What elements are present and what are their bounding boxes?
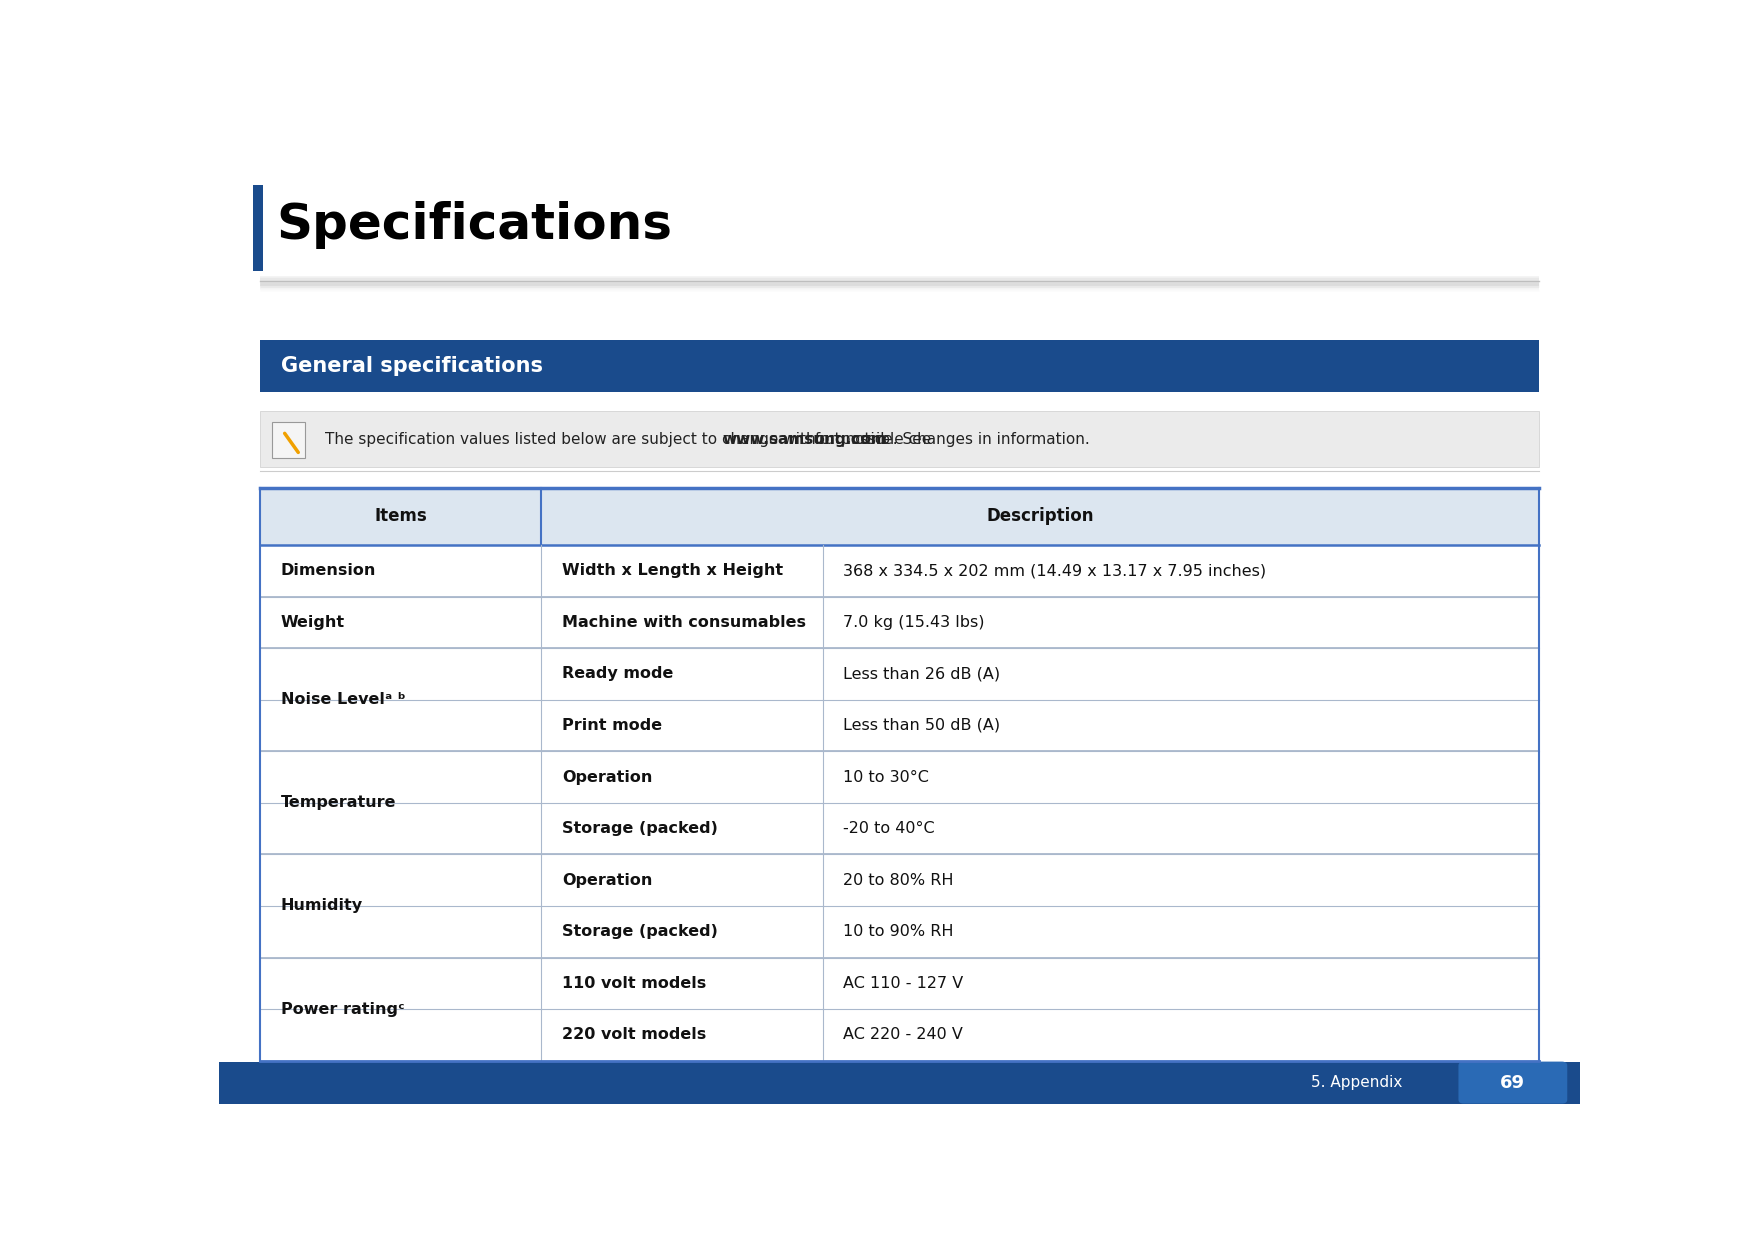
Text: Items: Items	[374, 507, 426, 526]
Text: 110 volt models: 110 volt models	[562, 976, 706, 991]
Text: Weight: Weight	[281, 615, 344, 630]
Text: Power ratingᶜ: Power ratingᶜ	[281, 1002, 404, 1017]
Text: 220 volt models: 220 volt models	[562, 1028, 706, 1043]
Text: Temperature: Temperature	[281, 795, 397, 810]
Text: Print mode: Print mode	[562, 718, 662, 733]
Text: Storage (packed): Storage (packed)	[562, 924, 718, 939]
Text: The specification values listed below are subject to change without notice. See: The specification values listed below ar…	[325, 432, 937, 446]
FancyBboxPatch shape	[260, 340, 1539, 392]
Text: AC 110 - 127 V: AC 110 - 127 V	[842, 976, 963, 991]
Text: 20 to 80% RH: 20 to 80% RH	[842, 873, 953, 888]
FancyBboxPatch shape	[272, 422, 305, 458]
Text: Operation: Operation	[562, 770, 653, 785]
Text: -20 to 40°C: -20 to 40°C	[842, 821, 935, 836]
Text: for possible changes in information.: for possible changes in information.	[809, 432, 1090, 446]
Text: Specifications: Specifications	[277, 201, 672, 249]
Text: Less than 50 dB (A): Less than 50 dB (A)	[842, 718, 1000, 733]
Text: Operation: Operation	[562, 873, 653, 888]
Text: Machine with consumables: Machine with consumables	[562, 615, 806, 630]
Text: Width x Length x Height: Width x Length x Height	[562, 563, 783, 578]
Text: Ready mode: Ready mode	[562, 666, 674, 682]
Text: Dimension: Dimension	[281, 563, 376, 578]
Text: General specifications: General specifications	[281, 356, 542, 376]
Text: AC 220 - 240 V: AC 220 - 240 V	[842, 1028, 963, 1043]
Text: 10 to 90% RH: 10 to 90% RH	[842, 924, 953, 939]
Text: 10 to 30°C: 10 to 30°C	[842, 770, 928, 785]
FancyBboxPatch shape	[260, 412, 1539, 466]
Text: Humidity: Humidity	[281, 899, 363, 914]
Text: Noise Levelᵃ ᵇ: Noise Levelᵃ ᵇ	[281, 692, 405, 707]
Text: 7.0 kg (15.43 lbs): 7.0 kg (15.43 lbs)	[842, 615, 985, 630]
Text: 5. Appendix: 5. Appendix	[1311, 1075, 1402, 1090]
FancyBboxPatch shape	[253, 185, 263, 272]
Text: Storage (packed): Storage (packed)	[562, 821, 718, 836]
Text: Less than 26 dB (A): Less than 26 dB (A)	[842, 666, 1000, 682]
Text: www.samsung.com: www.samsung.com	[723, 432, 888, 446]
Text: 69: 69	[1501, 1074, 1525, 1091]
FancyBboxPatch shape	[260, 487, 1539, 546]
FancyBboxPatch shape	[1458, 1061, 1567, 1104]
Text: Description: Description	[986, 507, 1093, 526]
Text: 368 x 334.5 x 202 mm (14.49 x 13.17 x 7.95 inches): 368 x 334.5 x 202 mm (14.49 x 13.17 x 7.…	[842, 563, 1267, 578]
FancyBboxPatch shape	[219, 1061, 1580, 1104]
